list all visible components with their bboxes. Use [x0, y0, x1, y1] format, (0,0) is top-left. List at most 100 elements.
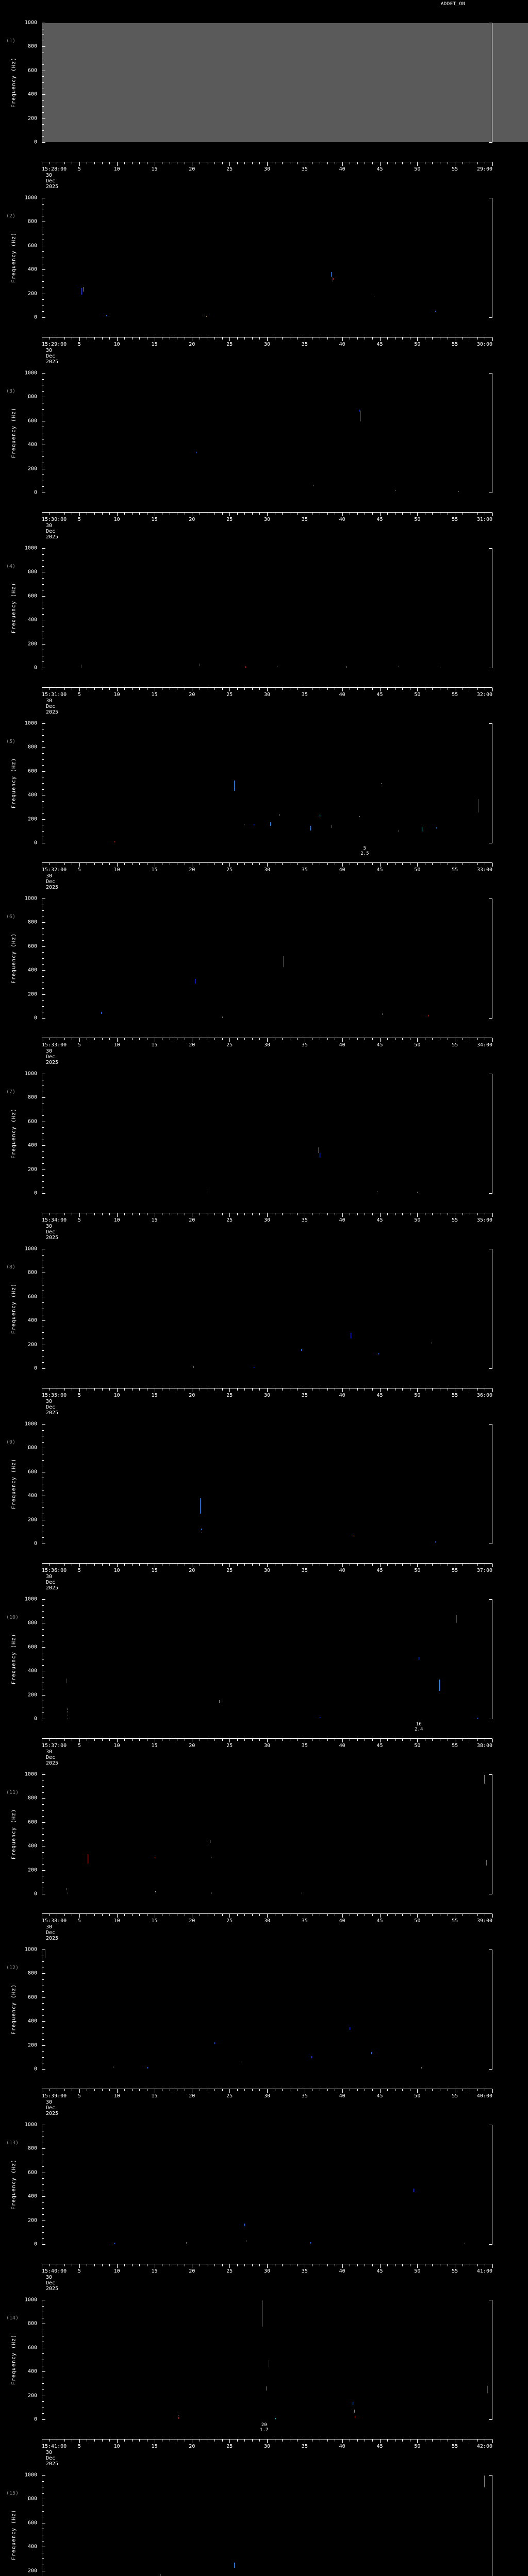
- x-tick: [380, 2439, 381, 2443]
- detection-panel[interactable]: (8) 0 200 400 600 800 1000 Frequency (Hz) 15:35:…: [0, 1238, 528, 1416]
- panel-index-label: (2): [6, 213, 16, 219]
- y-tick-label: 400: [27, 1317, 37, 1324]
- x-tick-label: 55: [452, 2093, 458, 2099]
- x-tick: [109, 1038, 110, 1040]
- plot-area[interactable]: [42, 2300, 492, 2419]
- x-tick: [387, 162, 388, 164]
- detection-panel[interactable]: (10) 0 200 400 600 800 1000 Frequency (Hz) 16 2.…: [0, 1588, 528, 1766]
- x-tick: [282, 2439, 283, 2442]
- x-tick: [229, 2439, 230, 2443]
- x-tick: [432, 1038, 433, 1040]
- x-tick: [124, 2264, 125, 2266]
- y-tick: [42, 813, 44, 814]
- detection-trace: [245, 666, 246, 668]
- detection-panel[interactable]: (4) 0 200 400 600 800 1000 Frequency (Hz) 15:31:…: [0, 537, 528, 715]
- detection-trace: [283, 956, 284, 968]
- x-tick: [124, 1038, 125, 1040]
- y-tick-label: 800: [27, 1620, 37, 1626]
- x-tick-label: 15:30:00: [42, 517, 67, 522]
- x-tick: [432, 688, 433, 690]
- detection-panel[interactable]: (14) 0 200 400 600 800 1000 Frequency (Hz) 20 1.…: [0, 2289, 528, 2467]
- y-tick-label: 0: [34, 840, 37, 846]
- x-tick: [244, 1213, 245, 1215]
- x-tick-label: 50: [414, 2093, 421, 2099]
- plot-area[interactable]: [42, 1249, 492, 1368]
- plot-area[interactable]: [42, 1950, 492, 2069]
- x-tick: [297, 1914, 298, 1916]
- detection-panel[interactable]: (1) 0 200 400 600 800 1000 Frequency (Hz) 15:28:…: [0, 11, 528, 190]
- x-tick: [402, 337, 403, 340]
- x-tick: [282, 1564, 283, 1566]
- x-tick: [267, 2439, 268, 2443]
- plot-area[interactable]: [42, 723, 492, 843]
- plot-area[interactable]: [42, 548, 492, 668]
- detection-panel[interactable]: (5) 0 200 400 600 800 1000 Frequency (Hz) 5 2.5 1…: [0, 712, 528, 890]
- x-tick: [214, 1213, 216, 1215]
- x-tick: [102, 2089, 103, 2091]
- x-tick-label: 5: [77, 1393, 81, 1398]
- x-tick: [327, 2439, 328, 2442]
- y-tick-label: 200: [27, 1692, 37, 1698]
- x-tick-label: 20: [189, 1568, 195, 1573]
- x-tick-label: 55: [452, 517, 458, 522]
- plot-area[interactable]: [42, 1074, 492, 1193]
- x-tick: [477, 337, 478, 340]
- x-tick: [372, 1564, 373, 1566]
- axis-date-stack: 30 Dec 2025: [46, 698, 59, 715]
- detection-panel[interactable]: (12) 0 200 400 600 800 1000 Frequency (Hz) 15:39…: [0, 1938, 528, 2116]
- detection-panel[interactable]: (9) 0 200 400 600 800 1000 Frequency (Hz) 15:36:…: [0, 1413, 528, 1591]
- x-tick: [357, 513, 358, 515]
- x-tick: [259, 1038, 260, 1040]
- x-tick-label: 15:39:00: [42, 2093, 67, 2099]
- plot-area[interactable]: [42, 2475, 492, 2576]
- x-tick: [327, 2089, 328, 2091]
- x-tick-label: 45: [376, 1743, 383, 1749]
- x-tick: [222, 863, 223, 865]
- y-tick-label: 0: [34, 1190, 37, 1196]
- x-tick: [267, 337, 268, 341]
- right-axis-cap: [489, 723, 492, 724]
- y-tick: [42, 1332, 44, 1333]
- plot-area[interactable]: [42, 198, 492, 317]
- plot-area[interactable]: [42, 1424, 492, 1544]
- x-tick: [252, 1038, 253, 1040]
- detection-panel[interactable]: (7) 0 200 400 600 800 1000 Frequency (Hz) 15:34:…: [0, 1062, 528, 1241]
- plot-area[interactable]: [42, 23, 528, 142]
- plot-area[interactable]: [42, 373, 492, 493]
- plot-area[interactable]: [42, 1599, 492, 1719]
- y-tick: [42, 2371, 45, 2372]
- x-tick-label: 45: [376, 867, 383, 873]
- x-tick: [109, 2089, 110, 2091]
- detection-panel[interactable]: (11) 0 200 400 600 800 1000 Frequency (Hz) 15:38…: [0, 1763, 528, 1941]
- detection-panel[interactable]: (6) 0 200 400 600 800 1000 Frequency (Hz) 15:33:…: [0, 887, 528, 1065]
- x-tick: [237, 2089, 238, 2091]
- y-tick-label: 400: [27, 1843, 37, 1849]
- x-tick: [64, 162, 65, 164]
- y-tick: [42, 1175, 44, 1176]
- x-tick: [492, 1038, 493, 1042]
- x-tick-label: 10: [113, 1042, 120, 1048]
- x-tick: [282, 2264, 283, 2266]
- x-tick-label: 5: [77, 1042, 81, 1048]
- x-tick: [282, 1038, 283, 1040]
- y-tick: [42, 1647, 45, 1648]
- detection-panel[interactable]: (2) 0 200 400 600 800 1000 Frequency (Hz) 15:29:…: [0, 187, 528, 365]
- detection-panel[interactable]: (13) 0 200 400 600 800 1000 Frequency (Hz) 15:40…: [0, 2113, 528, 2292]
- x-tick: [214, 688, 216, 690]
- y-tick: [42, 1822, 45, 1823]
- x-tick: [492, 1213, 493, 1217]
- x-tick-label: 30: [263, 1568, 271, 1573]
- x-tick: [282, 1388, 283, 1391]
- x-tick: [222, 1914, 223, 1916]
- x-tick: [297, 162, 298, 164]
- x-tick: [387, 2089, 388, 2091]
- plot-area[interactable]: [42, 899, 492, 1018]
- x-tick-label: 40: [339, 1568, 345, 1573]
- y-tick: [42, 1798, 45, 1799]
- x-tick-label: 35: [301, 1042, 308, 1048]
- plot-area[interactable]: [42, 1774, 492, 1894]
- x-tick-label: 25: [226, 1568, 233, 1573]
- detection-panel[interactable]: (3) 0 200 400 600 800 1000 Frequency (Hz) 15:30:…: [0, 362, 528, 540]
- plot-area[interactable]: [42, 2125, 492, 2244]
